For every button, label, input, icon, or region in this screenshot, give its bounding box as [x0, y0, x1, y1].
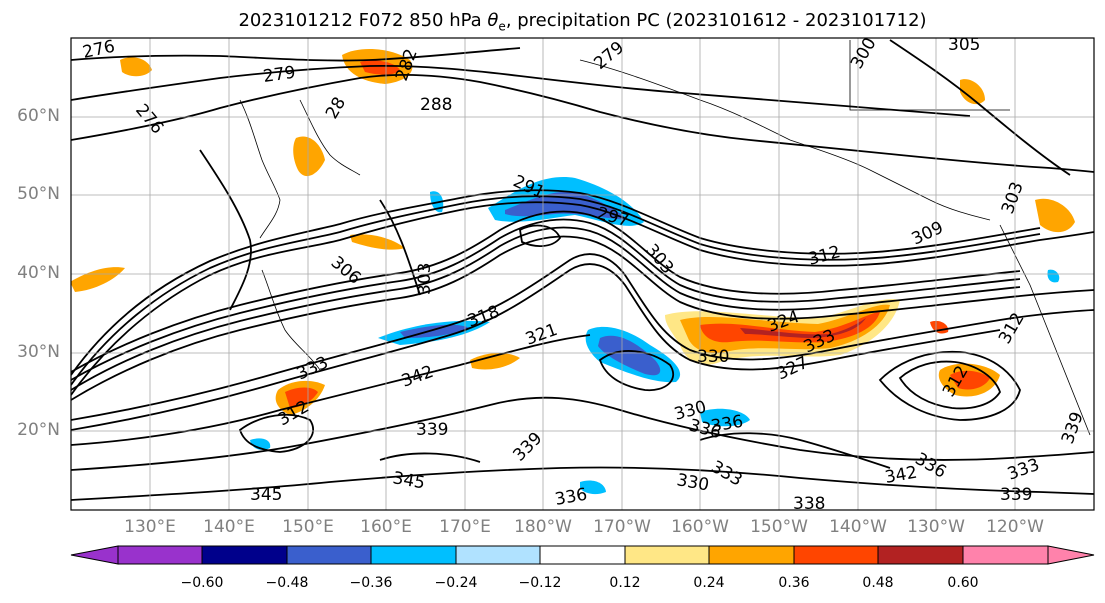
contour-label: 279 — [590, 38, 628, 74]
contour-label: 321 — [523, 320, 560, 350]
colorbar-tick-label: −0.60 — [180, 575, 224, 591]
lon-label-120w: 120°W — [986, 517, 1044, 537]
contour-label: 288 — [420, 95, 452, 115]
gridlines — [71, 38, 1094, 510]
contour-label: 339 — [1000, 485, 1032, 505]
contour-label: 303 — [415, 263, 435, 295]
colorbar-bin — [793, 545, 879, 565]
contour-label: 276 — [131, 100, 167, 138]
contour-label: 305 — [948, 35, 980, 55]
lon-label-160w: 160°W — [671, 517, 729, 537]
colorbar-tick-label: −0.48 — [265, 575, 309, 591]
contour-label: 330 — [697, 347, 729, 367]
lat-label-20n: 20°N — [17, 420, 60, 440]
contour-label: 342 — [399, 362, 436, 392]
colorbar-tick-label: 0.24 — [693, 575, 725, 591]
colorbar-bin — [962, 545, 1049, 565]
contour-label: 279 — [262, 63, 297, 87]
colorbar-tick-label: 0.60 — [947, 575, 979, 591]
colorbar-tick-label: −0.36 — [349, 575, 393, 591]
colorbar-bin — [539, 545, 626, 565]
contour-label: 336 — [553, 485, 588, 510]
lat-label-40n: 40°N — [17, 263, 60, 283]
colorbar-bin — [286, 545, 372, 565]
colorbar-tick-label: 0.36 — [778, 575, 810, 591]
lat-label-60n: 60°N — [17, 106, 60, 126]
contour-label: 333 — [1005, 455, 1042, 485]
colorbar-bin — [201, 545, 288, 565]
colorbar-bin — [370, 545, 457, 565]
colorbar-bin — [877, 545, 964, 565]
contour-label: 28 — [322, 94, 350, 123]
lon-label-170w: 170°W — [593, 517, 651, 537]
colorbar-tick-label: 0.48 — [862, 575, 894, 591]
contour-label: 318 — [465, 302, 502, 332]
contour-label: 276 — [81, 37, 117, 63]
colorbar-bin — [455, 545, 541, 565]
colorbar-extend-low — [70, 545, 119, 565]
colorbar-tick-label: −0.12 — [518, 575, 562, 591]
lon-label-180w: 180°W — [514, 517, 572, 537]
lon-label-130e: 130°E — [124, 517, 176, 537]
contour-label: 306 — [327, 253, 365, 289]
lon-label-160e: 160°E — [360, 517, 412, 537]
colorbar-tick-label: 0.12 — [609, 575, 641, 591]
theta-e-contours — [71, 39, 1094, 501]
contour-label: 330 — [675, 470, 710, 495]
lon-label-170e: 170°E — [439, 517, 491, 537]
lat-label-30n: 30°N — [17, 342, 60, 362]
precip-shading — [71, 48, 1075, 495]
lat-label-50n: 50°N — [17, 184, 60, 204]
lon-label-140e: 140°E — [203, 517, 255, 537]
contour-label: 339 — [509, 428, 546, 465]
contour-label: 338 — [793, 494, 825, 514]
contour-label: 300 — [847, 34, 881, 72]
colorbar-bin — [117, 545, 203, 565]
contour-label: 345 — [391, 468, 426, 493]
colorbar-tick-label: −0.24 — [434, 575, 478, 591]
colorbar-bin — [624, 545, 710, 565]
contour-label: 345 — [250, 485, 282, 505]
contour-label: 312 — [995, 309, 1029, 347]
contour-label: 333 — [708, 457, 746, 491]
lon-label-140w: 140°W — [829, 517, 887, 537]
colorbar — [70, 545, 1095, 565]
contour-label: 303 — [998, 179, 1028, 216]
lon-label-150e: 150°E — [282, 517, 334, 537]
plot-frame — [70, 37, 1095, 511]
chart-title: 2023101212 F072 850 hPa θe, precipitatio… — [238, 10, 927, 34]
lon-label-150w: 150°W — [750, 517, 808, 537]
contour-label: 339 — [1058, 409, 1088, 446]
contour-label: 333 — [294, 353, 332, 385]
contour-label: 282 — [392, 46, 422, 83]
lon-label-130w: 130°W — [907, 517, 965, 537]
colorbar-extend-high — [1047, 545, 1095, 565]
colorbar-bin — [708, 545, 795, 565]
contour-label: 339 — [416, 420, 448, 440]
